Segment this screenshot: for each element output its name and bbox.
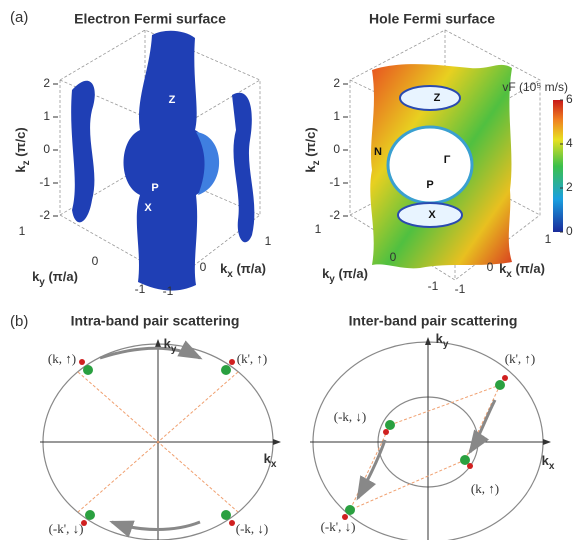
axis-unit: (π/a) (45, 269, 78, 284)
state-label: (-k, ↓) (236, 521, 269, 536)
figure: (a)(b)Electron Fermi surfacekz (π/c)210-… (0, 0, 573, 540)
axis-subscript: y (443, 339, 449, 350)
plot-title: Electron Fermi surface (74, 11, 226, 27)
kx-axis-label: kx (542, 453, 555, 471)
axis-subscript: x (549, 461, 555, 472)
axis-unit: (π/a) (512, 261, 545, 276)
k-point-label: N (374, 146, 382, 158)
state-label: (k', ↑) (505, 351, 536, 366)
kx-tick-label: -1 (163, 284, 174, 298)
colorbar-tick-label: 4 (566, 136, 573, 150)
kz-tick-label: 1 (333, 109, 340, 123)
axis-unit: (π/a) (233, 261, 266, 276)
kz-tick-label: 2 (333, 76, 340, 90)
ky-tick-label: 1 (19, 224, 26, 238)
ky-tick-label: -1 (135, 282, 146, 296)
k-point-label: Z (434, 92, 441, 104)
colorbar-label: vF (10⁵ m/s) (502, 80, 568, 94)
diagram-title: Intra-band pair scattering (71, 313, 240, 329)
kz-tick-label: 0 (43, 142, 50, 156)
state-label: (-k', ↓) (49, 521, 84, 536)
axis-unit: (π/c) (303, 127, 318, 160)
surface-hole (400, 86, 460, 110)
kz-axis-label: kz (π/c) (303, 127, 321, 172)
state-label: (-k', ↓) (321, 519, 356, 534)
k-point-label: P (426, 179, 433, 191)
panel-label: (b) (10, 313, 28, 330)
k-point-label: Γ (444, 154, 451, 166)
electron-plot (60, 30, 260, 291)
colorbar-tick-label: 0 (566, 224, 573, 238)
surface (124, 31, 211, 291)
ky-axis-label: ky (436, 331, 449, 349)
ky-tick-label: 1 (315, 222, 322, 236)
axis-unit: (π/a) (335, 266, 368, 281)
kx-axis-label: kx (π/a) (220, 261, 266, 279)
ky-axis-label: ky (π/a) (32, 269, 78, 287)
surface-hole (388, 127, 472, 203)
k-point-label: Z (169, 94, 176, 106)
k-point-label: X (428, 209, 436, 221)
ky-axis-label: ky (164, 336, 177, 354)
ky-tick-label: -1 (428, 279, 439, 293)
kx-tick-label: 0 (200, 260, 207, 274)
plot-title: Hole Fermi surface (369, 11, 495, 27)
kx-axis-label: kx (π/a) (499, 261, 545, 279)
colorbar-tick-label: 2 (566, 180, 573, 194)
colorbar-tick-label: 6 (566, 92, 573, 106)
axis-subscript: x (271, 459, 277, 470)
ky-tick-label: 0 (390, 250, 397, 264)
k-point-label: N (108, 154, 116, 166)
kz-axis-label: kz (π/c) (13, 127, 31, 172)
kz-tick-label: -2 (39, 208, 50, 222)
colorbar (553, 100, 563, 232)
k-point-label: P (151, 182, 158, 194)
k-point-label: X (144, 202, 152, 214)
kx-tick-label: 1 (545, 232, 552, 246)
state-label: (k', ↑) (237, 351, 268, 366)
kx-tick-label: -1 (455, 282, 466, 296)
diagram-title: Inter-band pair scattering (349, 313, 518, 329)
kz-tick-label: -1 (329, 175, 340, 189)
ky-tick-label: 0 (92, 254, 99, 268)
intra-diagram (40, 340, 280, 540)
surface (232, 93, 254, 242)
kz-tick-label: 1 (43, 109, 50, 123)
kz-tick-label: -1 (39, 175, 50, 189)
surface (71, 81, 95, 223)
kx-tick-label: 1 (265, 234, 272, 248)
axis-unit: (π/c) (13, 127, 28, 160)
state-label: (k, ↑) (471, 481, 499, 496)
ky-axis-label: ky (π/a) (322, 266, 368, 284)
state-label: (-k, ↓) (334, 409, 367, 424)
state-label: (k, ↑) (48, 351, 76, 366)
kx-tick-label: 0 (487, 260, 494, 274)
axis-subscript: y (171, 344, 177, 355)
kz-tick-label: -2 (329, 208, 340, 222)
kz-tick-label: 0 (333, 142, 340, 156)
kx-axis-label: kx (264, 451, 277, 469)
panel-label: (a) (10, 9, 28, 26)
kz-tick-label: 2 (43, 76, 50, 90)
inter-diagram (310, 338, 550, 540)
